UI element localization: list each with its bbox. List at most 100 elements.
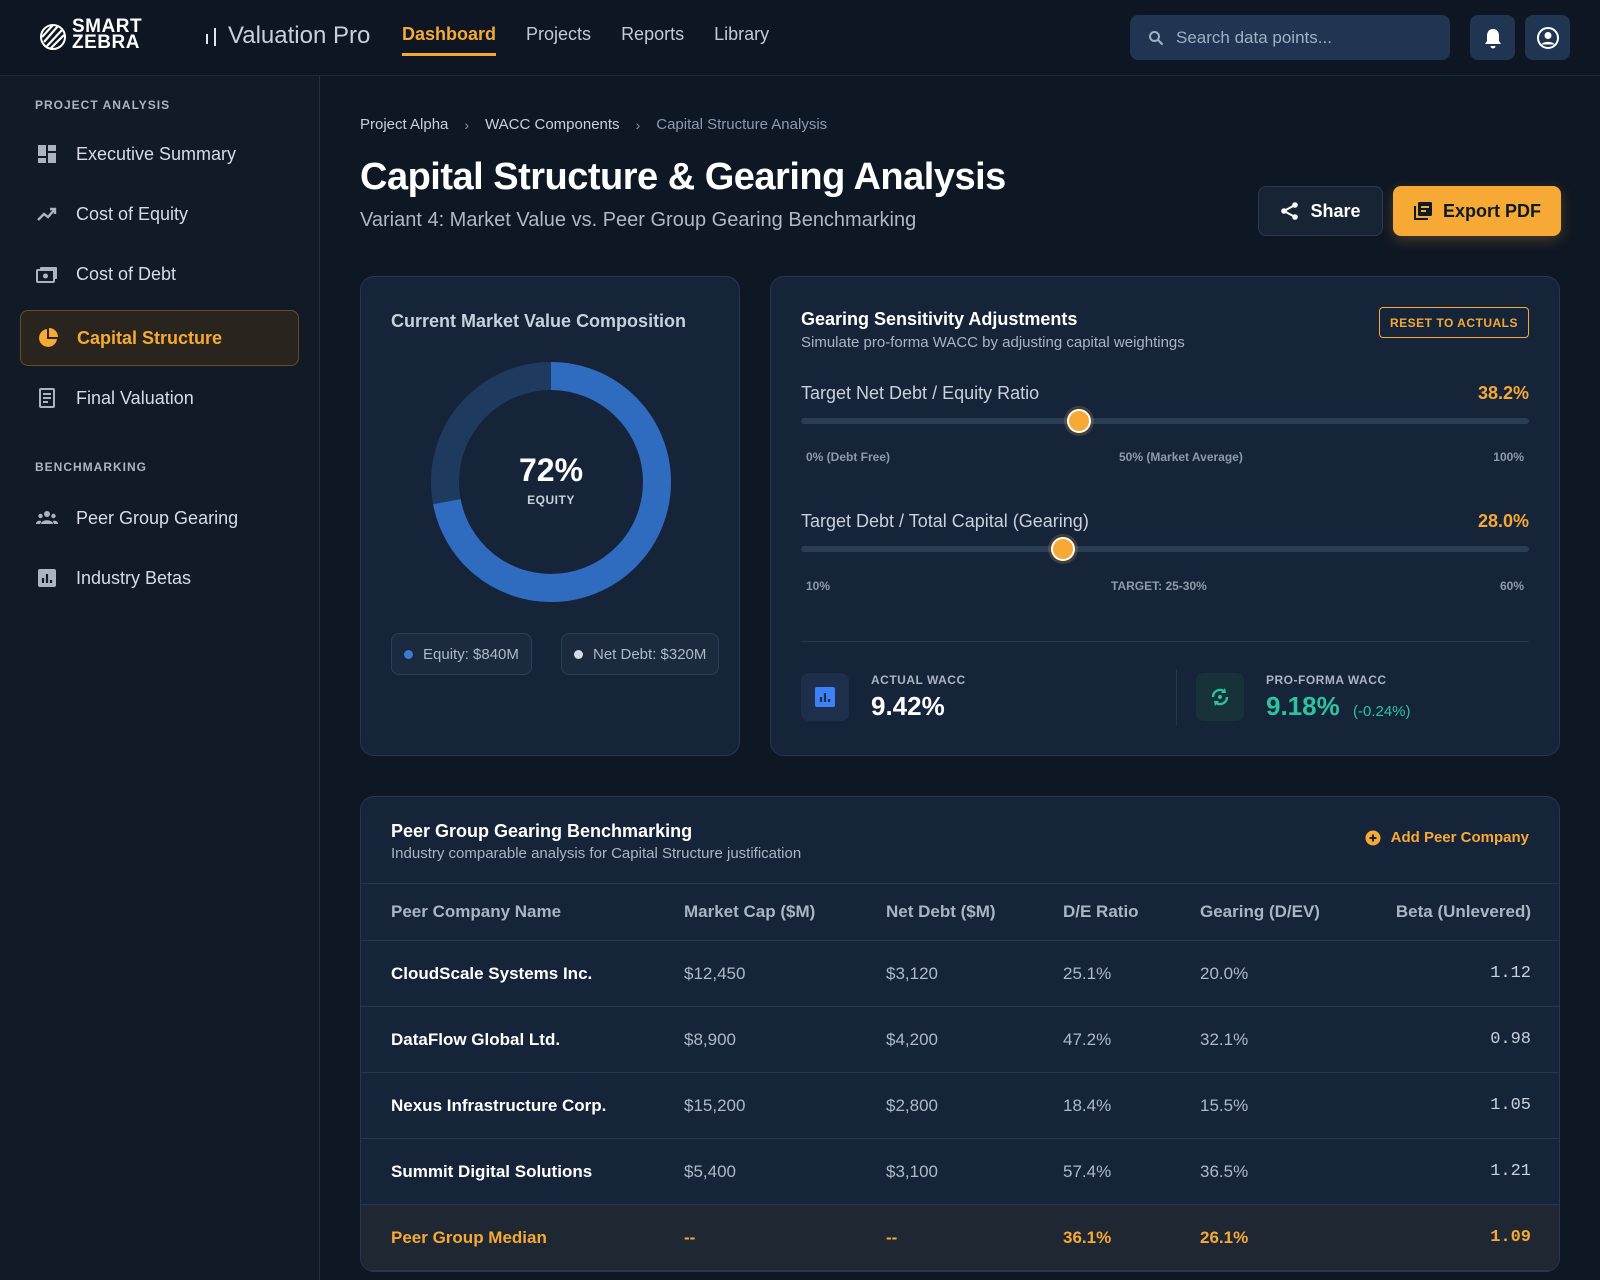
proforma-wacc-icon-box [1196, 673, 1244, 721]
actual-wacc-label: ACTUAL WACC [871, 673, 966, 687]
cell-beta: 1.09 [1490, 1228, 1531, 1247]
cell-company: Peer Group Median [391, 1227, 547, 1247]
breadcrumb-project-alpha[interactable]: Project Alpha [360, 116, 449, 133]
share-button[interactable]: Share [1258, 186, 1383, 236]
cell-gearing: 36.5% [1200, 1161, 1249, 1181]
debt-dot-icon [574, 649, 583, 659]
nav-reports[interactable]: Reports [621, 24, 685, 44]
top-bar: SMART ZEBRA Valuation Pro Dashboard Proj… [0, 0, 1600, 76]
slider2-tick-mid: TARGET: 25-30% [1111, 579, 1207, 593]
export-pdf-button[interactable]: Export PDF [1393, 186, 1561, 236]
export-label: Export PDF [1442, 200, 1541, 221]
reset-to-actuals-button[interactable]: RESET TO ACTUALS [1378, 307, 1529, 338]
share-icon [1281, 202, 1299, 220]
table-row[interactable]: CloudScale Systems Inc. $12,450 $3,120 2… [361, 941, 1559, 1007]
column-header-beta[interactable]: Beta (Unlevered) [1395, 902, 1531, 921]
breadcrumb-wacc-components[interactable]: WACC Components [485, 116, 620, 133]
user-menu-button[interactable] [1525, 15, 1570, 60]
cell-de-ratio: 18.4% [1063, 1095, 1112, 1115]
slider-gearing-label: Target Debt / Total Capital (Gearing) [801, 511, 1089, 531]
cell-company: CloudScale Systems Inc. [391, 963, 593, 983]
column-header-de-ratio[interactable]: D/E Ratio [1063, 902, 1139, 921]
actual-wacc-value: 9.42% [871, 691, 945, 721]
brand-logo[interactable]: SMART ZEBRA [38, 16, 143, 53]
group-icon [36, 511, 58, 524]
sidebar-item-executive-summary[interactable]: Executive Summary [20, 126, 299, 182]
logo-line-2: ZEBRA [72, 32, 140, 53]
slider2-tick-max: 60% [1499, 579, 1524, 593]
table-row[interactable]: DataFlow Global Ltd. $8,900 $4,200 47.2%… [361, 1007, 1559, 1073]
net-debt-equity-slider[interactable] [801, 409, 1529, 433]
plus-circle-icon [1365, 830, 1381, 845]
market-value-composition-card: Current Market Value Composition 72% EQU… [360, 276, 740, 756]
cell-company: Summit Digital Solutions [391, 1161, 593, 1181]
table-row-median: Peer Group Median -- -- 36.1% 26.1% 1.09 [361, 1204, 1559, 1271]
slider-thumb[interactable] [1067, 409, 1092, 433]
cell-market-cap: $5,400 [684, 1161, 736, 1181]
add-peer-company-button[interactable]: Add Peer Company [1365, 829, 1529, 846]
column-header-company[interactable]: Peer Company Name [391, 902, 562, 921]
add-peer-label: Add Peer Company [1390, 829, 1529, 846]
logo-line-1: SMART [72, 16, 143, 37]
nav-projects[interactable]: Projects [526, 24, 592, 44]
column-header-gearing[interactable]: Gearing (D/EV) [1200, 902, 1320, 921]
breadcrumb-current: Capital Structure Analysis [656, 116, 828, 133]
equity-dot-icon [404, 649, 413, 659]
page-title: Capital Structure & Gearing Analysis [360, 156, 1006, 198]
peer-table: Peer Company Name Market Cap ($M) Net De… [361, 883, 1559, 1271]
sidebar-item-capital-structure[interactable]: Capital Structure [20, 310, 299, 366]
table-row[interactable]: Nexus Infrastructure Corp. $15,200 $2,80… [361, 1073, 1559, 1139]
chevron-right-icon: › [464, 116, 470, 133]
sidebar-item-label: Capital Structure [77, 327, 223, 348]
cell-gearing: 26.1% [1200, 1227, 1249, 1247]
zebra-logo-icon [40, 24, 66, 50]
proforma-wacc-label: PRO-FORMA WACC [1266, 673, 1387, 687]
sidebar-item-peer-group-gearing[interactable]: Peer Group Gearing [20, 490, 299, 546]
sidebar-item-label: Cost of Debt [76, 263, 177, 284]
refresh-icon [1211, 688, 1229, 706]
main-nav: Dashboard Projects Reports Library [402, 24, 769, 56]
trend-icon [37, 207, 57, 221]
gearing-slider[interactable] [801, 537, 1529, 561]
slider-gearing-value: 28.0% [1477, 511, 1529, 531]
slider-net-debt-equity-value: 38.2% [1477, 383, 1529, 403]
card-subtitle: Industry comparable analysis for Capital… [391, 845, 802, 862]
donut-center-label: EQUITY [527, 493, 575, 507]
search-input[interactable] [1176, 27, 1426, 48]
sidebar-item-cost-of-equity[interactable]: Cost of Equity [20, 186, 299, 242]
cell-market-cap: -- [684, 1227, 696, 1247]
table-row[interactable]: Summit Digital Solutions $5,400 $3,100 5… [361, 1139, 1559, 1205]
nav-library[interactable]: Library [714, 24, 770, 44]
actual-wacc-icon-box [801, 673, 849, 721]
bar-chart-icon [38, 569, 56, 587]
nav-dashboard[interactable]: Dashboard [402, 24, 497, 56]
legend-equity: Equity: $840M [391, 633, 532, 675]
slider-thumb[interactable] [1051, 537, 1076, 561]
cell-de-ratio: 47.2% [1063, 1029, 1112, 1049]
cell-company: Nexus Infrastructure Corp. [391, 1095, 607, 1115]
app-divider [206, 24, 220, 50]
cash-icon [36, 267, 57, 283]
sidebar-item-label: Final Valuation [76, 387, 194, 408]
slider1-tick-mid: 50% (Market Average) [1119, 450, 1243, 464]
kpi-divider [1176, 669, 1177, 725]
gearing-sensitivity-card: Gearing Sensitivity Adjustments Simulate… [770, 276, 1560, 756]
cell-beta: 1.21 [1490, 1162, 1531, 1181]
cell-beta: 0.98 [1490, 1030, 1531, 1049]
card-title: Current Market Value Composition [391, 311, 687, 331]
legend-debt-label: Net Debt: $320M [593, 645, 707, 663]
cell-de-ratio: 57.4% [1063, 1161, 1112, 1181]
cell-market-cap: $15,200 [684, 1095, 746, 1115]
sidebar-item-industry-betas[interactable]: Industry Betas [20, 550, 299, 606]
sidebar-item-final-valuation[interactable]: Final Valuation [20, 370, 299, 426]
slider1-tick-min: 0% (Debt Free) [806, 450, 891, 464]
column-header-market-cap[interactable]: Market Cap ($M) [684, 902, 816, 921]
sidebar-item-cost-of-debt[interactable]: Cost of Debt [20, 246, 299, 302]
card-title: Peer Group Gearing Benchmarking [391, 821, 693, 841]
share-label: Share [1310, 200, 1361, 221]
notifications-button[interactable] [1470, 15, 1515, 60]
sidebar-item-label: Executive Summary [76, 143, 237, 164]
peer-group-gearing-card: Peer Group Gearing Benchmarking Industry… [360, 796, 1560, 1272]
column-header-net-debt[interactable]: Net Debt ($M) [886, 902, 996, 921]
pie-icon [39, 328, 58, 347]
